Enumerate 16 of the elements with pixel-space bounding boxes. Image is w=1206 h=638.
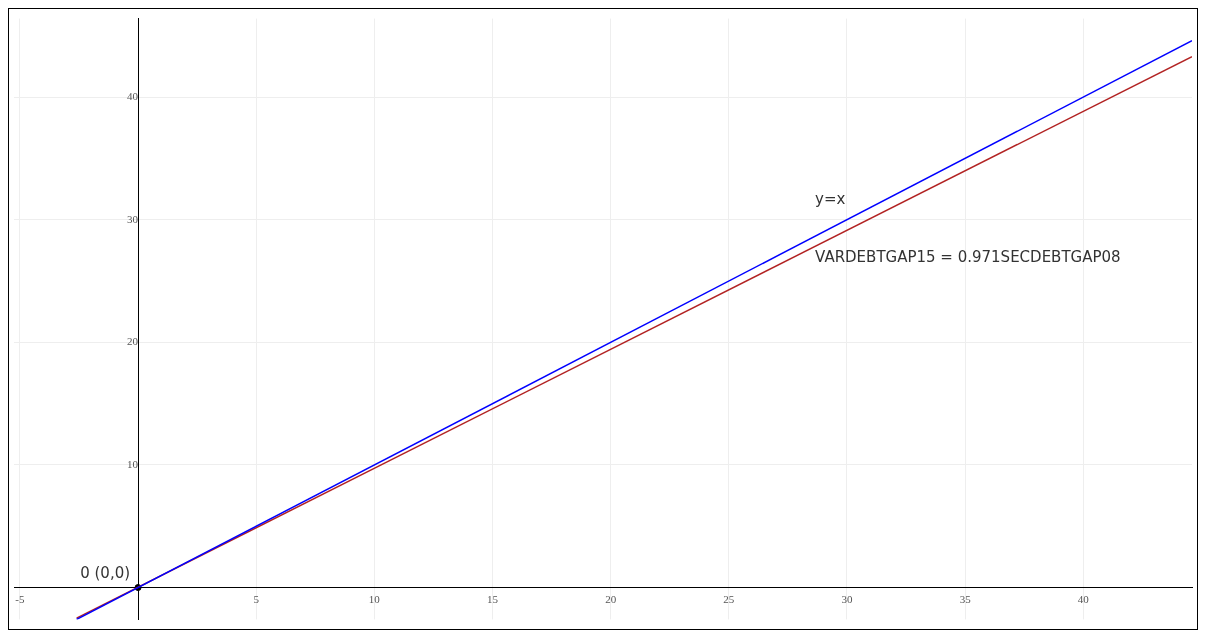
annotation: 0 (0,0) [80, 563, 131, 582]
x-tick-label: 5 [253, 593, 260, 606]
y-tick-label: 40 [127, 89, 139, 102]
x-tick-label: 30 [841, 593, 853, 606]
x-tick-label: 40 [1077, 593, 1090, 606]
y-tick-label: 30 [127, 212, 139, 225]
y-tick-label: 20 [127, 335, 139, 348]
y-tick-label: 10 [127, 457, 139, 470]
x-tick-label: -5 [15, 593, 25, 606]
series-label: y=x [815, 190, 846, 209]
series-label: VARDEBTGAP15 = 0.971SECDEBTGAP08 [815, 247, 1121, 266]
x-tick-label: 15 [487, 593, 499, 606]
x-tick-label: 35 [959, 593, 972, 606]
x-tick-label: 25 [723, 593, 735, 606]
x-tick-label: 10 [368, 593, 381, 606]
x-tick-label: 20 [605, 593, 617, 606]
